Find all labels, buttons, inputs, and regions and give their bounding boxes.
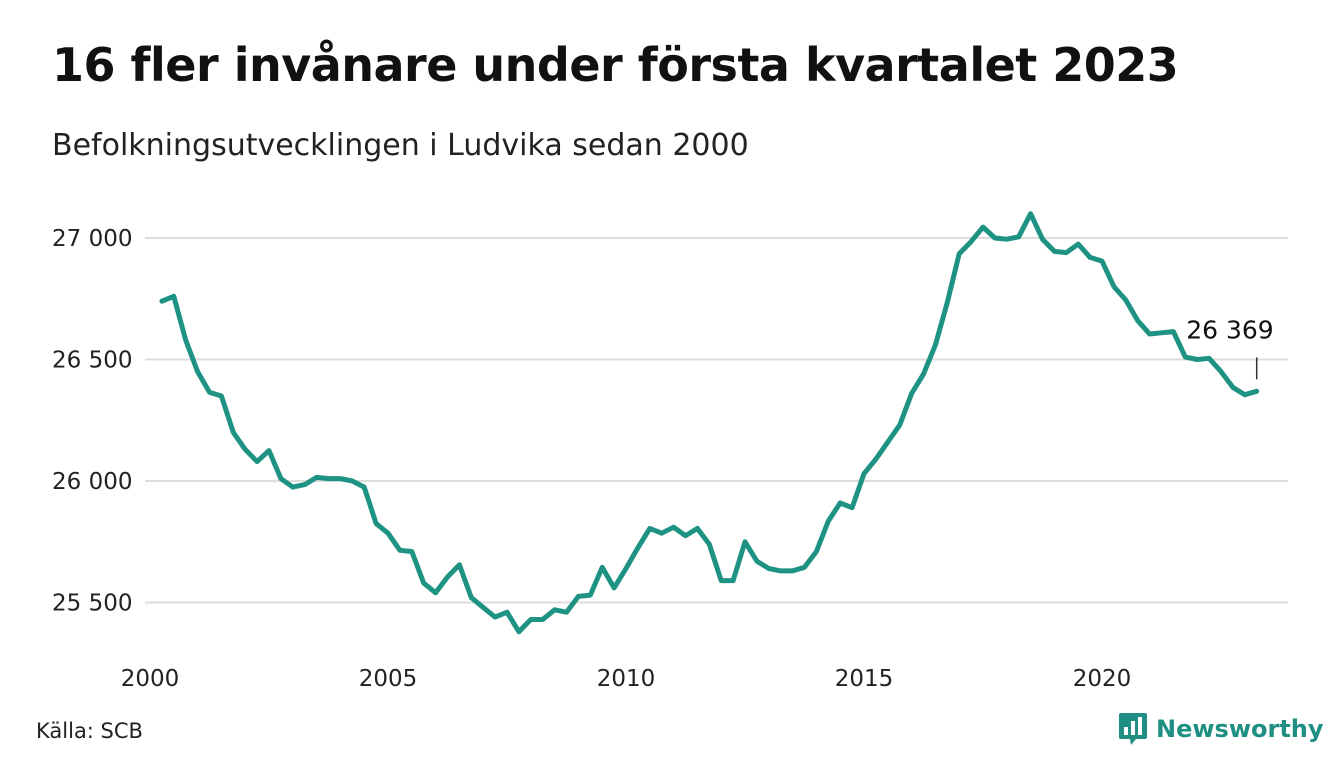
gridlines: [145, 237, 1288, 604]
chart-title: 16 fler invånare under första kvartalet …: [52, 38, 1179, 92]
y-tick-label: 26 500: [52, 348, 132, 374]
brand-name: Newsworthy: [1156, 715, 1324, 743]
x-axis-tick-labels: 2000 2005 2010 2015 2020: [121, 666, 1132, 692]
end-annotation: 26 369: [1186, 315, 1274, 380]
brand-logo[interactable]: Newsworthy: [1118, 712, 1324, 746]
chart-subtitle: Befolkningsutvecklingen i Ludvika sedan …: [52, 128, 749, 163]
x-tick-label: 2020: [1073, 666, 1132, 692]
series-line-layer: [159, 211, 1260, 635]
bar-chart-logo-icon: [1119, 713, 1147, 745]
y-axis-tick-labels: 25 500 26 000 26 500 27 000: [52, 226, 132, 617]
x-tick-label: 2005: [359, 666, 418, 692]
x-tick-label: 2000: [121, 666, 180, 692]
end-value-label: 26 369: [1186, 315, 1273, 344]
x-tick-label: 2015: [835, 666, 894, 692]
y-tick-label: 27 000: [52, 226, 132, 252]
x-tick-label: 2010: [597, 666, 656, 692]
source-note: Källa: SCB: [36, 719, 143, 743]
y-tick-label: 25 500: [52, 591, 132, 617]
series-line: [159, 211, 1260, 635]
line-chart: 25 500 26 000 26 500 27 000 2000 2005 2010 201…: [52, 211, 1288, 692]
y-tick-label: 26 000: [52, 469, 132, 495]
